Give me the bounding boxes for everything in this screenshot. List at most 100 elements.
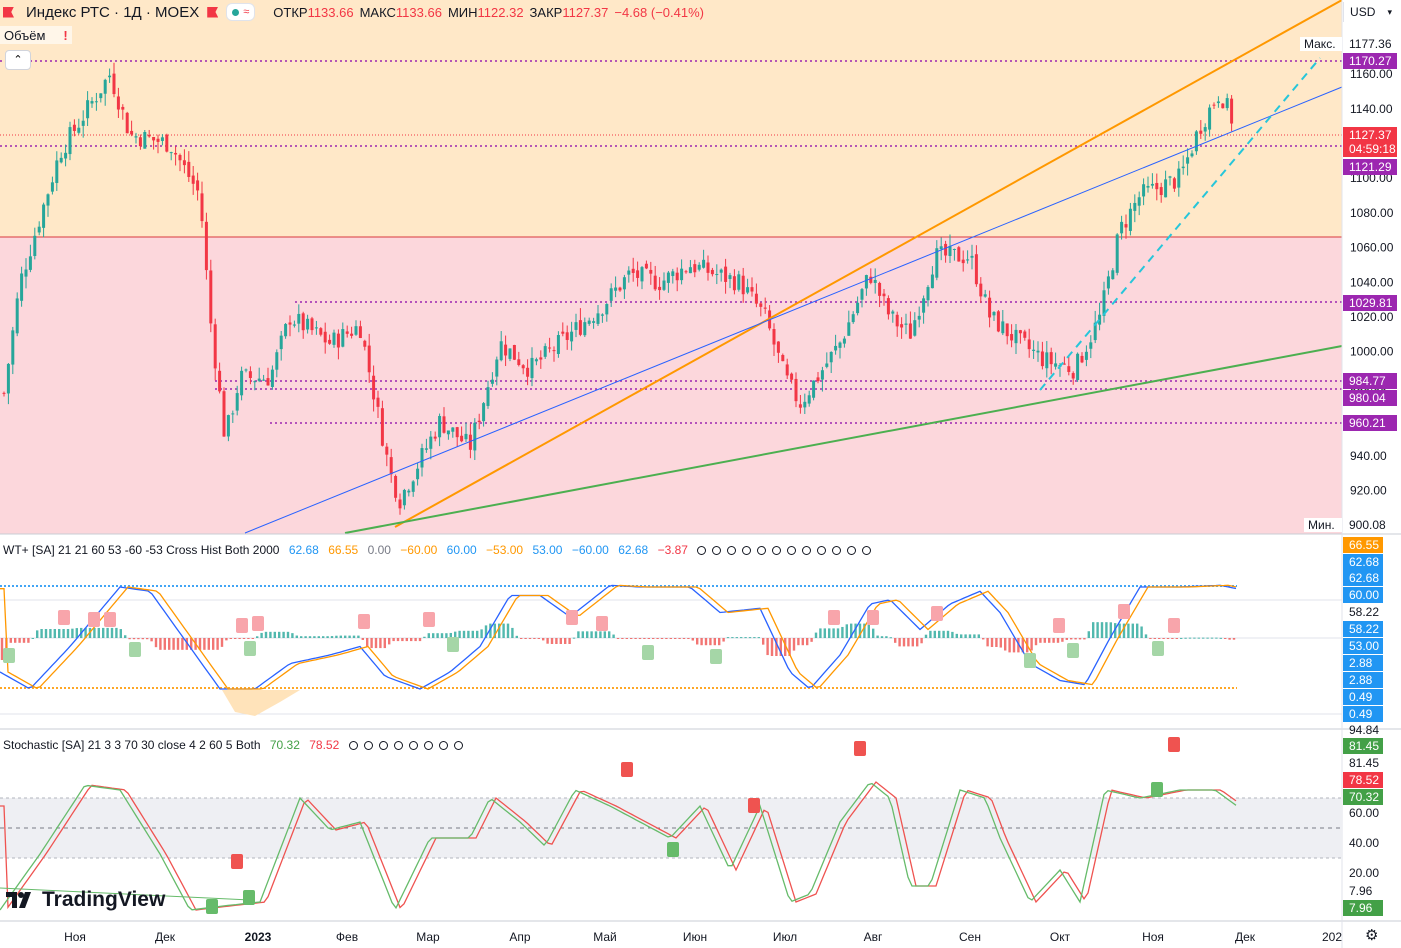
collapse-legend-button[interactable]: ⌃ bbox=[5, 50, 31, 70]
candle-body bbox=[1054, 363, 1058, 367]
wt-hist-bar bbox=[454, 631, 457, 638]
wt-hist-bar bbox=[423, 636, 426, 638]
wt-hist-bar bbox=[462, 630, 466, 638]
candle-body bbox=[244, 369, 248, 371]
trendline-green[interactable] bbox=[344, 345, 1343, 534]
flag-marker-icon[interactable] bbox=[207, 6, 219, 18]
currency-selector[interactable]: USD ▾ bbox=[1343, 2, 1398, 22]
candle-body bbox=[319, 328, 323, 335]
wt-axis-badge bbox=[1343, 638, 1383, 654]
wt-hist-bar bbox=[520, 638, 523, 639]
wt-hist-bar bbox=[18, 638, 21, 643]
warning-icon[interactable]: ! bbox=[63, 27, 68, 43]
wt-hist-bar bbox=[383, 638, 386, 649]
candle-body bbox=[213, 324, 217, 369]
stoch-val-2: 78.52 bbox=[309, 738, 340, 752]
wt-val-3: 0.00 bbox=[367, 543, 391, 557]
wt-hist-bar bbox=[317, 636, 320, 638]
candle-body bbox=[156, 138, 160, 142]
wt-axis-label: 58.22 bbox=[1349, 622, 1379, 636]
candle-body bbox=[724, 266, 728, 282]
open-label: ОТКР bbox=[273, 4, 308, 20]
wt-hist-bar bbox=[357, 635, 360, 638]
wt-axis-badge bbox=[1343, 554, 1383, 570]
wt-hist-bar bbox=[295, 635, 298, 638]
candle-body bbox=[1018, 330, 1022, 334]
candle-body bbox=[1146, 185, 1150, 188]
zone-upper bbox=[0, 0, 1342, 237]
wt-legend[interactable]: WT+ [SA] 21 21 60 53 -60 -53 Cross Hist … bbox=[3, 543, 883, 557]
trendline-cyan[interactable] bbox=[1039, 57, 1321, 391]
status-pill[interactable]: ≈ bbox=[226, 3, 256, 21]
candle-body bbox=[200, 193, 204, 222]
candle-body bbox=[992, 311, 996, 316]
zone-lower bbox=[0, 237, 1342, 534]
trendline-blue[interactable] bbox=[244, 86, 1343, 534]
wt-hist-bar bbox=[1100, 622, 1104, 638]
volume-legend[interactable]: Объём ! bbox=[0, 26, 72, 44]
wt-hist-bar bbox=[1180, 637, 1183, 639]
candle-body bbox=[416, 468, 420, 480]
candle-body bbox=[306, 318, 310, 330]
gear-icon[interactable]: ⚙ bbox=[1365, 927, 1379, 944]
stoch-axis-badge bbox=[1343, 738, 1383, 754]
candle-body bbox=[614, 287, 618, 291]
max-label-bg bbox=[1300, 37, 1342, 51]
wt-hist-bar bbox=[524, 638, 527, 639]
wt-hist-bar bbox=[1048, 638, 1051, 643]
empty-value-icon bbox=[757, 546, 767, 556]
wt-hist-bar bbox=[1184, 637, 1187, 639]
wt-legend-title: WT+ [SA] 21 21 60 53 -60 -53 Cross Hist … bbox=[3, 543, 280, 557]
wt-hist-bar bbox=[1061, 638, 1064, 642]
wt-hist-bar bbox=[168, 638, 171, 650]
open-value: 1133.66 bbox=[307, 4, 354, 20]
wt-hist-bar bbox=[1034, 638, 1038, 646]
wt-hist-bar bbox=[924, 634, 928, 638]
wt-hist-bar bbox=[1105, 622, 1108, 638]
stoch-legend[interactable]: Stochastic [SA] 21 3 3 70 30 close 4 2 6… bbox=[3, 738, 475, 752]
wt-hist-bar bbox=[282, 631, 285, 638]
empty-value-icon bbox=[772, 546, 782, 556]
wt-hist-bar bbox=[273, 631, 276, 638]
wt-hist-bar bbox=[775, 638, 778, 656]
symbol-title[interactable]: Индекс РТС · 1Д · MOEX bbox=[26, 3, 200, 21]
stoch-empty-values bbox=[348, 738, 469, 752]
stoch-axis-label: 70.32 bbox=[1349, 790, 1379, 804]
wt-hist-bar bbox=[269, 631, 272, 638]
candle-body bbox=[275, 352, 279, 370]
empty-value-icon bbox=[727, 546, 737, 556]
candle-body bbox=[1071, 373, 1075, 379]
trendline-orange[interactable] bbox=[394, 0, 1343, 528]
candle-body bbox=[618, 287, 622, 291]
wt-hist-bar bbox=[986, 638, 989, 647]
wt-hist-bar bbox=[515, 635, 518, 638]
time-tick-label: Апр bbox=[509, 930, 531, 944]
level-960: 960.21 bbox=[1349, 416, 1386, 430]
wt-bear-marker bbox=[931, 606, 943, 621]
time-tick-label: Июл bbox=[773, 930, 797, 944]
time-tick-label: 202 bbox=[1322, 930, 1342, 944]
candle-body bbox=[1049, 352, 1053, 365]
wt-hist-bar bbox=[1162, 638, 1165, 639]
tradingview-logo[interactable]: TradingView bbox=[6, 888, 165, 912]
candle-body bbox=[605, 304, 609, 315]
wt-hist-bar bbox=[652, 638, 655, 639]
candle-body bbox=[746, 287, 750, 293]
stoch-bear-marker bbox=[1168, 737, 1180, 752]
candle-body bbox=[455, 427, 459, 438]
wt-hist-bar bbox=[476, 630, 479, 638]
change-value: −4.68 (−0.41%) bbox=[614, 4, 704, 20]
wt-hist-bar bbox=[1144, 634, 1148, 638]
candle-body bbox=[389, 457, 393, 475]
wt-hist-bar bbox=[564, 638, 567, 644]
candle-body bbox=[68, 127, 72, 155]
level-1170: 1170.27 bbox=[1349, 54, 1392, 68]
wt-val-10: −3.87 bbox=[657, 543, 688, 557]
candle-body bbox=[407, 490, 411, 493]
high-value: 1133.66 bbox=[395, 4, 442, 20]
candle-body bbox=[323, 331, 327, 343]
candle-body bbox=[1142, 184, 1146, 197]
level-984-bg bbox=[1343, 373, 1397, 389]
time-tick-label: Ноя bbox=[1142, 930, 1164, 944]
